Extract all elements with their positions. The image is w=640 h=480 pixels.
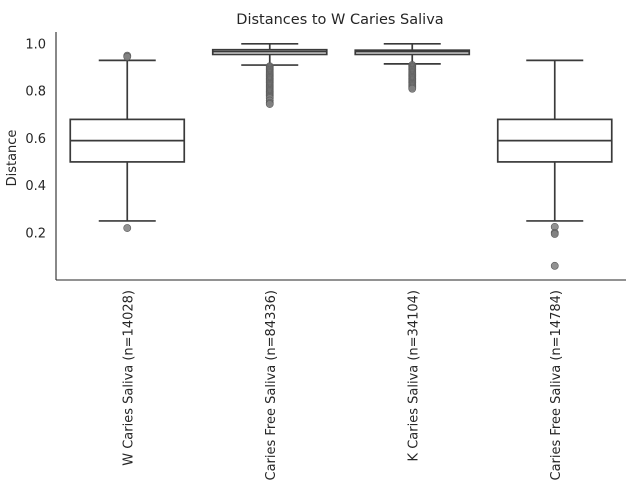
outlier-point [550, 261, 559, 270]
x-tick-label: K Caries Free Saliva (n=14784) [549, 290, 564, 480]
y-tick-label: 0.8 [25, 85, 46, 100]
box-group [496, 59, 613, 270]
y-tick-label: 0.4 [25, 179, 46, 194]
outlier-point [123, 224, 132, 232]
box-group [354, 42, 471, 93]
axes [55, 32, 626, 281]
y-axis-ticks: 0.2 0.4 0.6 0.8 1.0 [25, 37, 46, 241]
x-tick-label: K Caries Saliva (n=34104) [406, 290, 421, 461]
y-tick-label: 1.0 [25, 37, 46, 52]
chart-title: Distances to W Caries Saliva [236, 12, 443, 28]
x-axis-ticks: W Caries Saliva (n=14028) W Caries Free S… [121, 290, 564, 480]
x-tick-label: W Caries Free Saliva (n=84336) [264, 290, 279, 480]
y-tick-label: 0.2 [25, 226, 46, 241]
box-group [211, 42, 328, 108]
y-axis-label: Distance [5, 130, 20, 187]
outlier-point [408, 84, 417, 93]
outlier-point [265, 100, 274, 108]
outlier-point [123, 52, 132, 61]
outlier-point [550, 230, 559, 238]
box-group [69, 51, 186, 232]
boxes [69, 42, 613, 270]
x-tick-label: W Caries Saliva (n=14028) [121, 290, 136, 466]
y-tick-label: 0.6 [25, 132, 46, 147]
